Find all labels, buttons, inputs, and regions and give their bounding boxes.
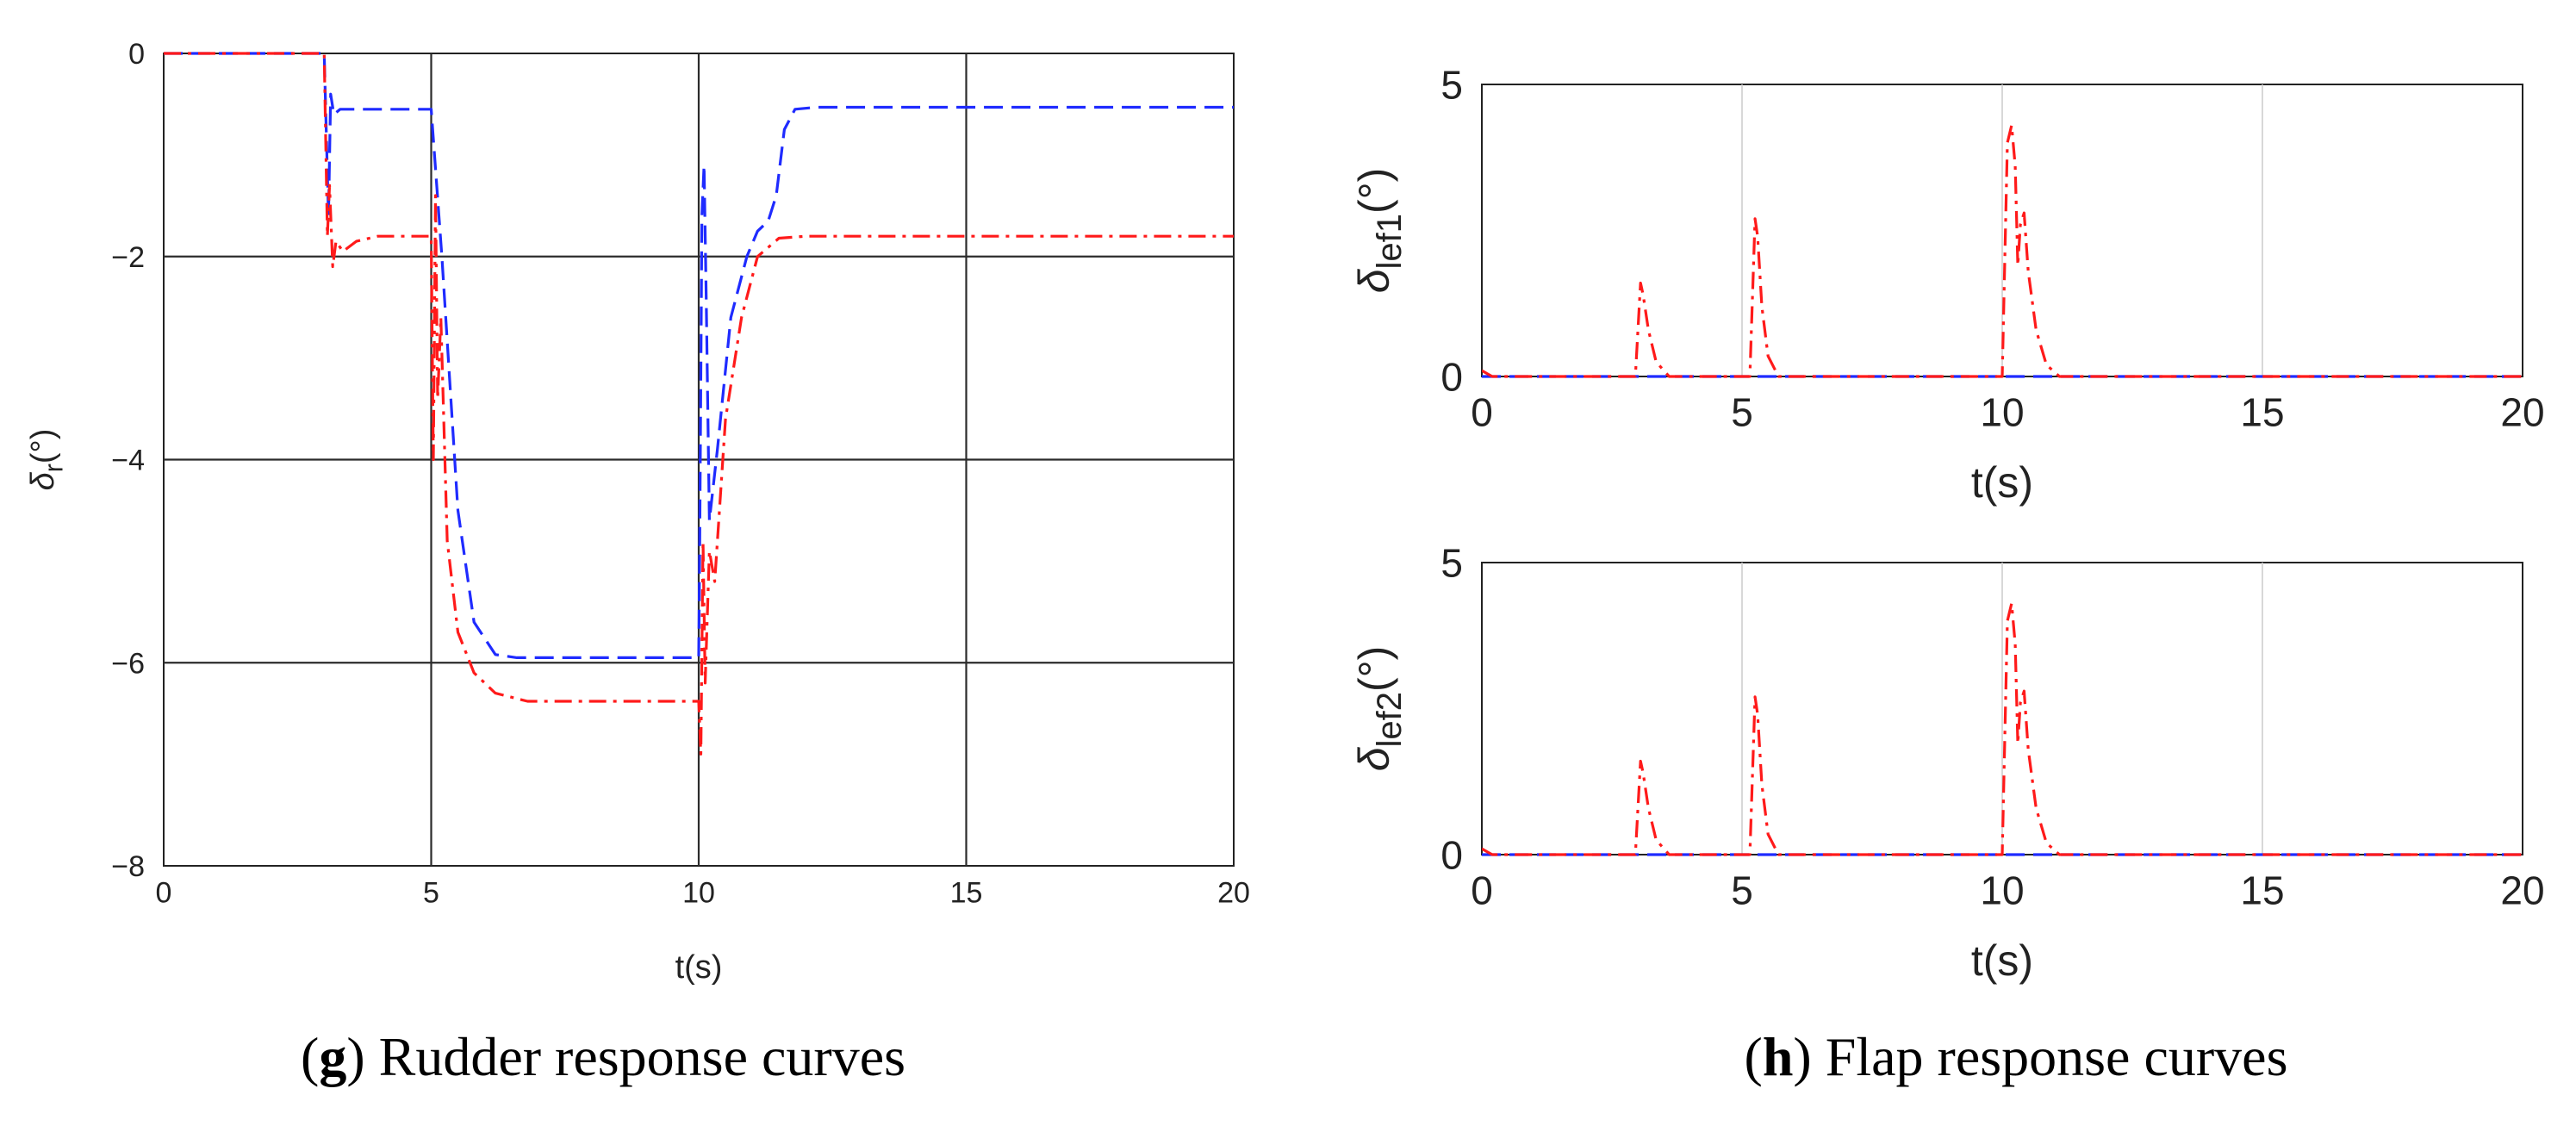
y-axis-label: δlef2(°) bbox=[1350, 646, 1409, 772]
x-tick-label: 20 bbox=[1217, 877, 1250, 910]
x-tick-label: 20 bbox=[2500, 390, 2544, 435]
y-tick-label: −8 bbox=[111, 850, 145, 883]
y-tick-label: −6 bbox=[111, 647, 145, 680]
series-line-dashdot bbox=[164, 52, 1234, 756]
y-tick-label: 5 bbox=[1440, 63, 1463, 108]
y-tick-label: 0 bbox=[128, 38, 145, 71]
x-axis-label: t(s) bbox=[1971, 458, 2033, 507]
y-tick-label: −2 bbox=[111, 241, 145, 274]
caption-g-letter: g bbox=[319, 1026, 347, 1087]
x-axis-label: t(s) bbox=[1971, 936, 2033, 985]
x-axis-label: t(s) bbox=[675, 949, 723, 986]
y-tick-label: −4 bbox=[111, 445, 145, 477]
x-tick-label: 20 bbox=[2500, 868, 2544, 913]
y-tick-label: 0 bbox=[1440, 833, 1463, 878]
x-tick-label: 15 bbox=[950, 877, 983, 910]
y-axis-label: δlef1(°) bbox=[1350, 168, 1409, 294]
caption-g-text: ) Rudder response curves bbox=[346, 1026, 905, 1087]
x-tick-label: 10 bbox=[1980, 868, 2024, 913]
y-tick-label: 0 bbox=[1440, 355, 1463, 400]
x-tick-label: 0 bbox=[1471, 868, 1493, 913]
caption-h: (h) Flap response curves bbox=[1744, 1026, 2288, 1087]
series-line-dashdot bbox=[1482, 601, 2523, 856]
caption-g: (g) Rudder response curves bbox=[301, 1026, 905, 1087]
caption-h-letter: h bbox=[1762, 1026, 1794, 1087]
x-tick-label: 15 bbox=[2240, 390, 2284, 435]
x-tick-label: 5 bbox=[423, 877, 439, 910]
x-tick-label: 10 bbox=[682, 877, 715, 910]
chart-lef2: 0 5 10 15 20 0 5 t(s) δlef2(°) bbox=[1350, 541, 2545, 985]
x-tick-label: 15 bbox=[2240, 868, 2284, 913]
series-line-dashed bbox=[164, 52, 1234, 660]
chart-lef1: 0 5 10 15 20 0 5 t(s) δlef1(°) bbox=[1350, 63, 2545, 507]
y-axis-label: δr(°) bbox=[25, 429, 69, 491]
x-tick-label: 5 bbox=[1731, 390, 1753, 435]
chart-rudder: 0 5 10 15 20 0 −2 −4 −6 −8 t(s) δr(°) bbox=[25, 38, 1250, 986]
x-tick-label: 0 bbox=[1471, 390, 1493, 435]
series-line-dashdot bbox=[1482, 123, 2523, 378]
y-tick-label: 5 bbox=[1440, 541, 1463, 586]
x-tick-label: 5 bbox=[1731, 868, 1753, 913]
x-tick-label: 10 bbox=[1980, 390, 2024, 435]
x-tick-label: 0 bbox=[156, 877, 172, 910]
caption-h-text: ) Flap response curves bbox=[1793, 1026, 2288, 1087]
